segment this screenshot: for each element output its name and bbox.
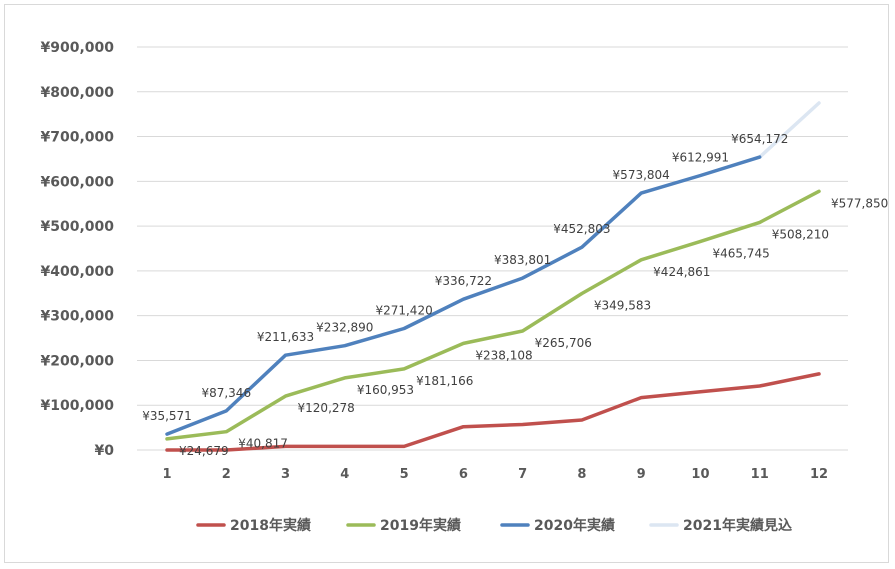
y-tick-label: ¥800,000 [40,85,114,101]
data-label-2019: ¥265,706 [535,336,592,350]
data-label-2019: ¥349,583 [594,298,651,312]
legend-entry: 2018年実績 [230,517,311,534]
chart-frame [4,4,889,563]
y-tick-label: ¥500,000 [40,219,114,235]
series-line-1 [165,189,821,441]
data-labels: ¥24,679¥40,817¥120,278¥160,953¥181,166¥2… [142,132,888,458]
x-tick-label: 9 [637,467,646,482]
x-axis-tick-labels: 1 2 3 4 5 6 7 8 9 10 11 12 [162,467,828,482]
legend: 2018年実績 2019年実績 2020年実績 2021年実績見込 [196,517,792,534]
series-line-3 [757,101,821,159]
x-tick-label: 2 [222,467,231,482]
data-label-2019: ¥577,850 [831,196,888,210]
data-label-2020: ¥271,420 [375,303,432,317]
data-label-2020: ¥573,804 [613,168,670,182]
x-tick-label: 4 [340,467,349,482]
data-label-2020: ¥452,803 [553,222,610,236]
data-label-2020: ¥35,571 [142,409,192,423]
x-tick-label: 12 [810,467,828,482]
x-tick-label: 6 [459,467,468,482]
y-tick-label: ¥400,000 [40,264,114,280]
x-tick-label: 8 [577,467,586,482]
series-lines [165,101,821,452]
y-tick-label: ¥600,000 [40,174,114,190]
data-label-2020: ¥87,346 [201,386,251,400]
data-label-2020: ¥211,633 [257,330,314,344]
y-tick-label: ¥100,000 [40,398,114,414]
y-tick-label: ¥700,000 [40,130,114,146]
data-label-2019: ¥160,953 [357,383,414,397]
x-tick-label: 11 [751,467,769,482]
data-label-2019: ¥40,817 [238,437,288,451]
data-label-2019: ¥238,108 [475,348,532,362]
data-label-2019: ¥120,278 [298,401,355,415]
legend-entry: 2021年実績見込 [683,517,792,534]
x-tick-label: 10 [691,467,709,482]
data-label-2020: ¥612,991 [672,151,729,165]
legend-entry: 2020年実績 [534,517,615,534]
y-tick-label: ¥300,000 [40,309,114,325]
data-label-2019: ¥181,166 [416,374,473,388]
series-line-0 [165,372,821,452]
gridlines [137,46,848,451]
data-label-2019: ¥424,861 [653,265,710,279]
data-label-2020: ¥654,172 [731,132,788,146]
data-label-2019: ¥465,745 [712,246,769,260]
y-tick-label: ¥200,000 [40,353,114,369]
data-label-2020: ¥336,722 [435,274,492,288]
x-tick-label: 7 [518,467,527,482]
y-tick-label: ¥900,000 [40,40,114,56]
y-axis-tick-labels: ¥0 ¥100,000 ¥200,000 ¥300,000 ¥400,000 ¥500,0… [40,40,114,459]
series-line-2 [165,155,762,436]
data-label-2020: ¥383,801 [494,253,551,267]
x-tick-label: 3 [281,467,290,482]
data-label-2019: ¥508,210 [772,227,829,241]
x-tick-label: 5 [400,467,409,482]
x-tick-label: 1 [162,467,171,482]
data-label-2019: ¥24,679 [179,444,229,458]
legend-entry: 2019年実績 [380,517,461,534]
y-tick-label: ¥0 [95,443,115,459]
data-label-2020: ¥232,890 [316,321,373,335]
